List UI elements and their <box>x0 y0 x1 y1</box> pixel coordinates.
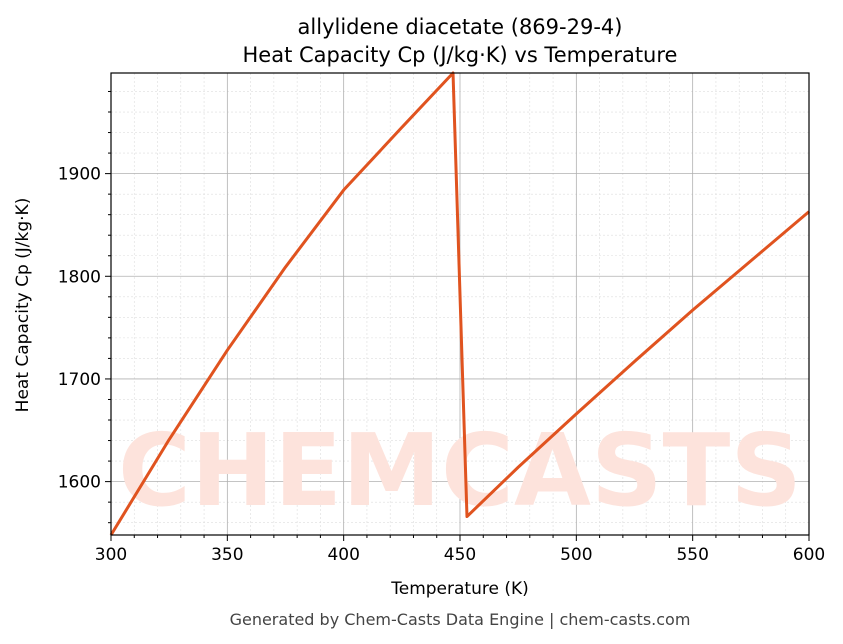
x-tick-label: 400 <box>327 545 359 565</box>
x-tick-label: 500 <box>560 545 592 565</box>
footer-credit: Generated by Chem-Casts Data Engine | ch… <box>230 610 691 629</box>
y-tick-label: 1800 <box>58 267 101 287</box>
y-axis-label: Heat Capacity Cp (J/kg·K) <box>13 198 33 413</box>
x-axis-label: Temperature (K) <box>390 579 529 599</box>
x-tick-label: 300 <box>95 545 127 565</box>
x-tick-label: 550 <box>676 545 708 565</box>
y-tick-label: 1600 <box>58 473 101 493</box>
x-tick-label: 600 <box>793 545 825 565</box>
x-tick-label: 350 <box>211 545 243 565</box>
series-line <box>109 71 810 536</box>
chart-title: allylidene diacetate (869-29-4) <box>298 15 623 39</box>
x-tick-label: 450 <box>444 545 476 565</box>
y-tick-label: 1900 <box>58 165 101 185</box>
chart-subtitle: Heat Capacity Cp (J/kg·K) vs Temperature <box>243 43 678 67</box>
y-tick-label: 1700 <box>58 370 101 390</box>
watermark: CHEMCASTS <box>118 412 802 529</box>
